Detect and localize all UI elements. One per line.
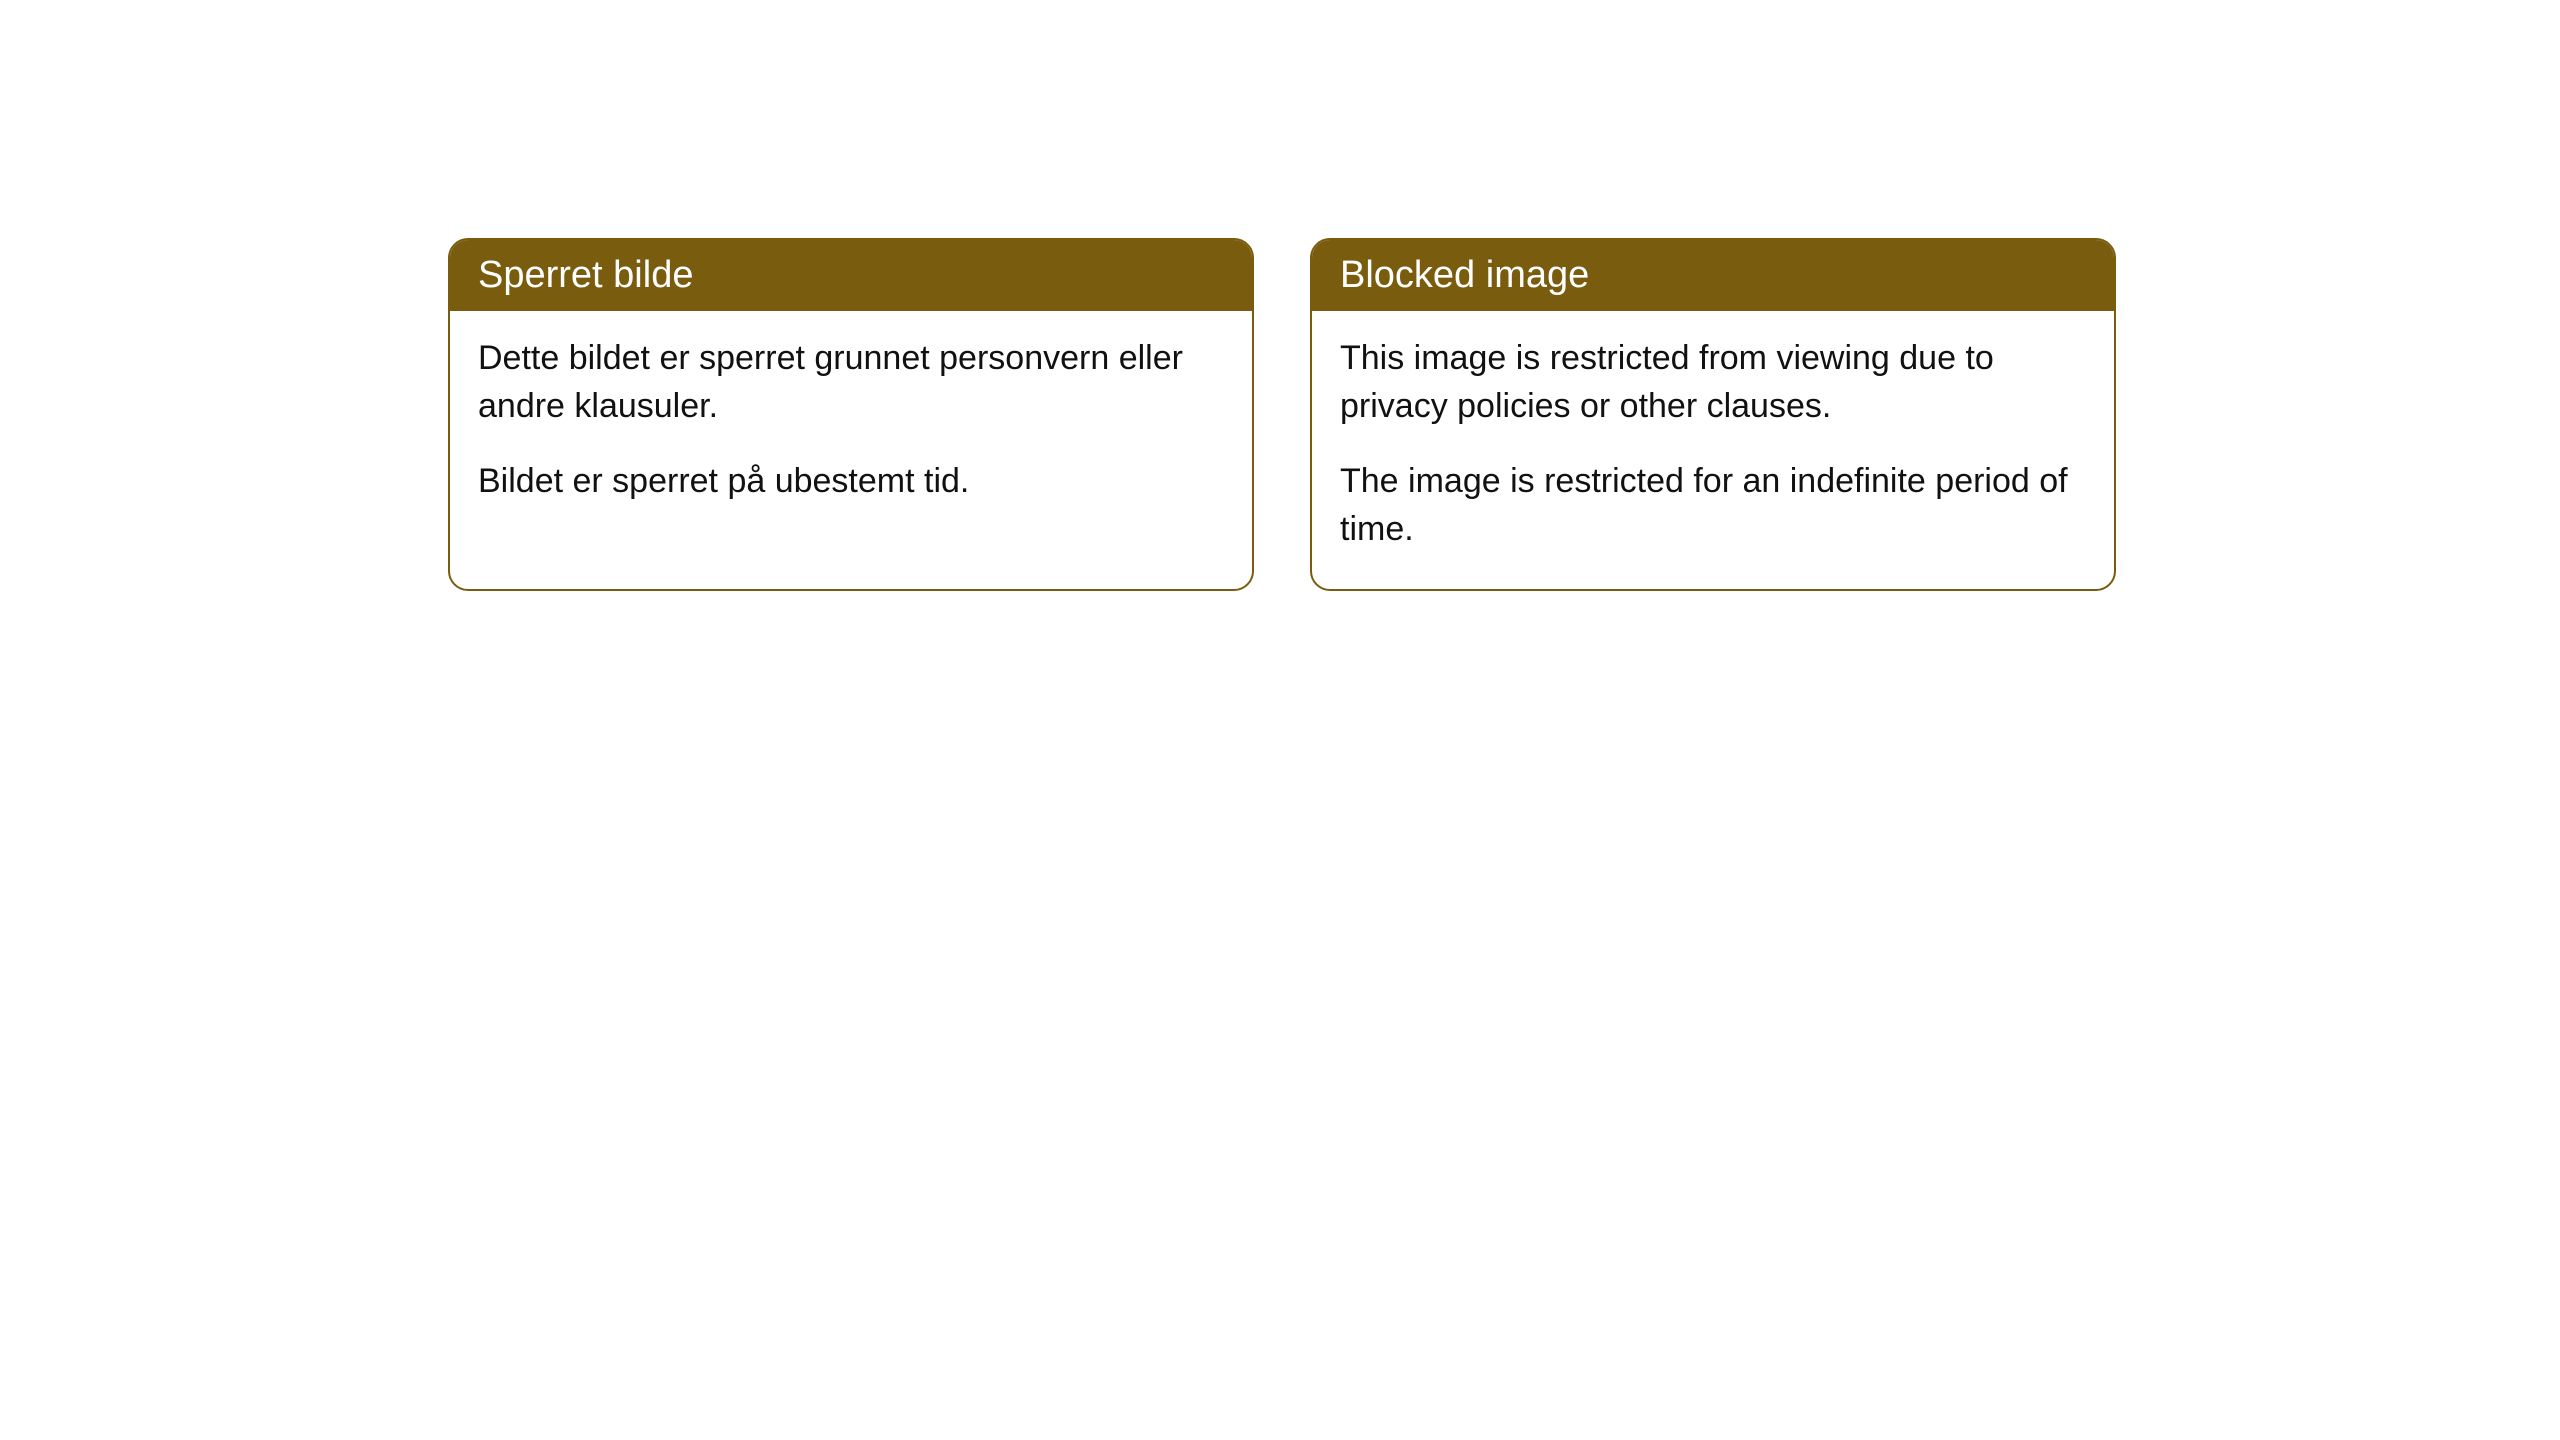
card-title: Blocked image [1340, 254, 1589, 296]
card-paragraph: This image is restricted from viewing du… [1340, 335, 2086, 430]
card-body: This image is restricted from viewing du… [1312, 311, 2114, 589]
card-header: Blocked image [1312, 240, 2114, 311]
card-body: Dette bildet er sperret grunnet personve… [450, 311, 1252, 542]
notice-container: Sperret bilde Dette bildet er sperret gr… [448, 238, 2116, 591]
card-header: Sperret bilde [450, 240, 1252, 311]
card-paragraph: Dette bildet er sperret grunnet personve… [478, 335, 1224, 430]
notice-card-english: Blocked image This image is restricted f… [1310, 238, 2116, 591]
card-paragraph: The image is restricted for an indefinit… [1340, 458, 2086, 553]
card-title: Sperret bilde [478, 254, 693, 296]
card-paragraph: Bildet er sperret på ubestemt tid. [478, 458, 1224, 506]
notice-card-norwegian: Sperret bilde Dette bildet er sperret gr… [448, 238, 1254, 591]
